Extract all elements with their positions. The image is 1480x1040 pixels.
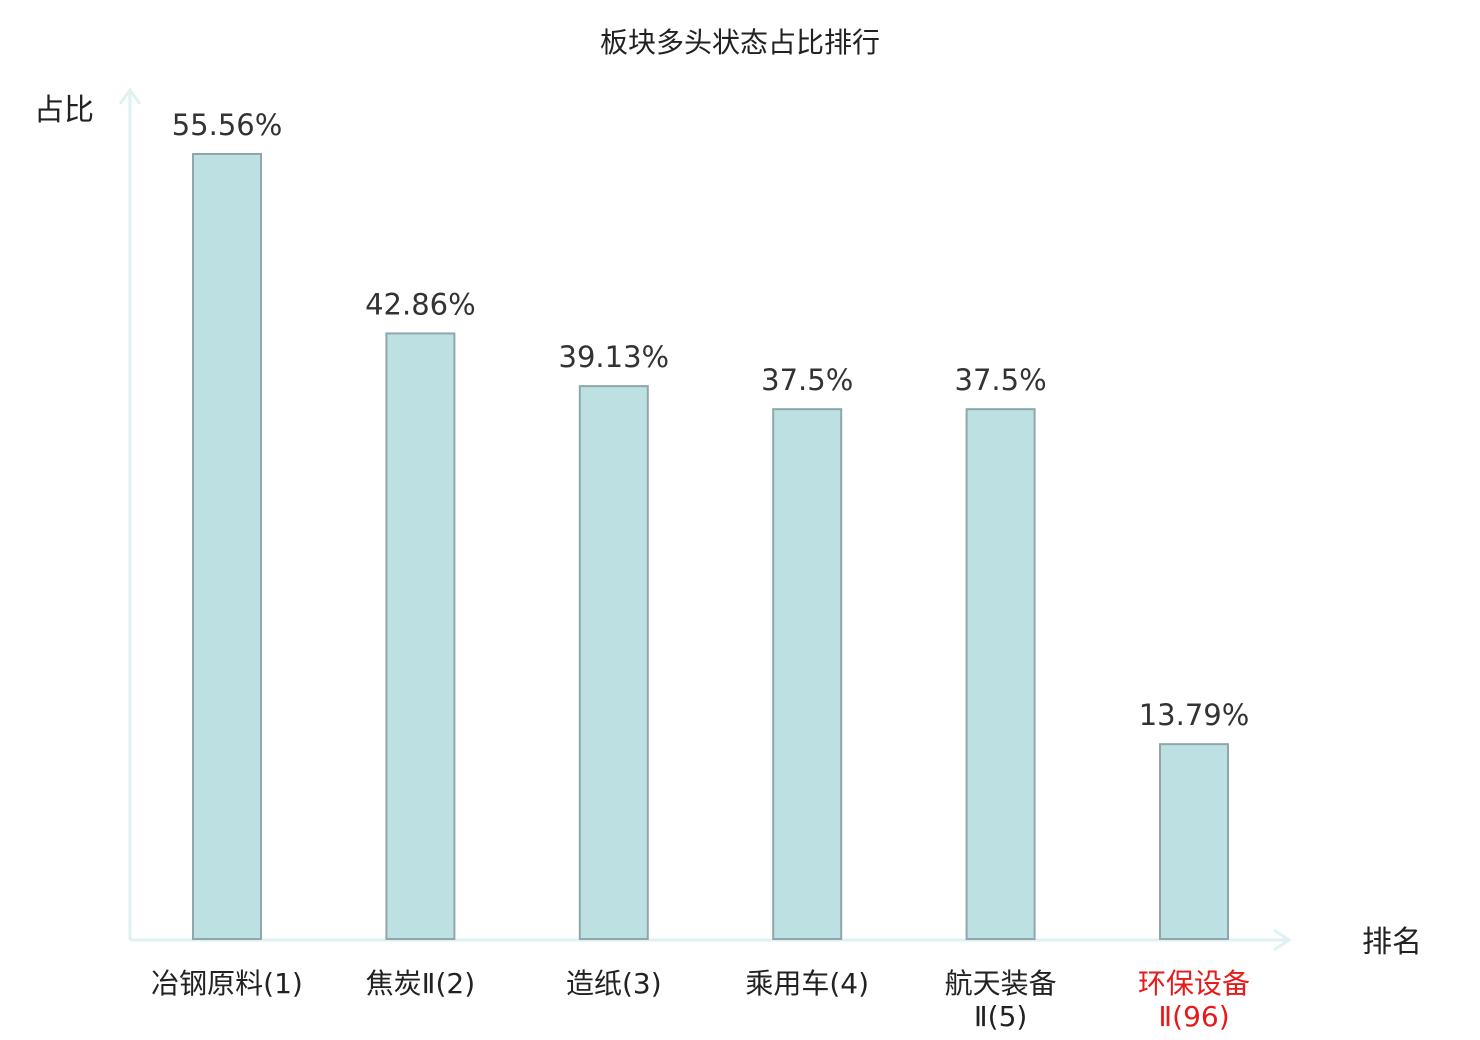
- value-label-2: 42.86%: [365, 287, 476, 321]
- category-label-6-line-2: Ⅱ(96): [1158, 1000, 1229, 1033]
- value-label-1: 55.56%: [172, 108, 283, 142]
- bar-2: [385, 332, 456, 940]
- bar-4: [772, 408, 843, 941]
- y-axis-arrow: [118, 87, 142, 105]
- value-label-5: 37.5%: [955, 363, 1047, 397]
- category-label-6-line-1: 环保设备: [1138, 967, 1250, 1000]
- category-label-5-line-2: Ⅱ(5): [974, 1000, 1027, 1033]
- value-labels-group: 55.56% 42.86% 39.13% 37.5% 37.5% 13.79%: [172, 108, 1250, 732]
- category-label-1: 冶钢原料(1): [151, 967, 303, 1000]
- y-axis-title: 占比: [34, 93, 94, 128]
- x-axis-title: 排名: [1362, 925, 1422, 960]
- category-label-3: 造纸(3): [566, 967, 662, 1000]
- value-label-3: 39.13%: [559, 340, 670, 374]
- bar-5: [965, 408, 1036, 941]
- category-label-5-line-1: 航天装备: [945, 967, 1057, 1000]
- bar-3: [578, 385, 649, 940]
- chart-title: 板块多头状态占比排行: [600, 26, 880, 59]
- category-label-4: 乘用车(4): [745, 967, 869, 1000]
- value-label-6: 13.79%: [1139, 698, 1250, 732]
- bar-6: [1159, 743, 1229, 941]
- bars-group: [192, 153, 1229, 941]
- bar-1: [192, 153, 262, 940]
- category-label-2: 焦炭Ⅱ(2): [366, 967, 475, 1000]
- x-axis-arrow: [1273, 928, 1292, 952]
- value-label-4: 37.5%: [761, 363, 853, 397]
